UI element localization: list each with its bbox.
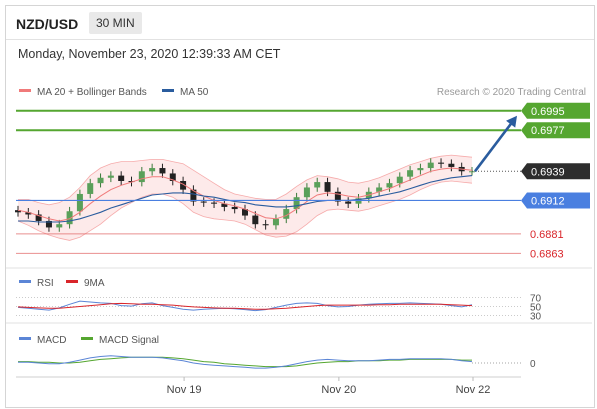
macd-panel: 0 xyxy=(18,355,536,370)
candle-body xyxy=(417,168,424,171)
candle-body xyxy=(334,191,341,202)
bollinger-upper-line xyxy=(18,154,473,206)
rsi-ma-line xyxy=(17,302,473,310)
candle-body xyxy=(427,162,434,169)
candle-body xyxy=(138,171,145,183)
rsi-ma-swatch xyxy=(66,280,78,283)
candle-body xyxy=(345,201,352,204)
resistance-value: 0.6995 xyxy=(531,106,565,118)
candle-body xyxy=(200,201,207,203)
chart-widget: NZD/USD 30 MIN Monday, November 23, 2020… xyxy=(5,5,595,408)
candle-body xyxy=(128,181,135,183)
ma20-line xyxy=(17,167,473,222)
macd-signal-legend-label: MACD Signal xyxy=(99,335,159,346)
chart-header: NZD/USD 30 MIN xyxy=(6,6,594,40)
rsi-swatch xyxy=(19,280,31,283)
last-price-tag xyxy=(521,163,590,180)
candle-body xyxy=(386,183,393,188)
rsi-tick-label: 70 xyxy=(530,294,542,305)
time-tick-label: Nov 20 xyxy=(321,384,356,396)
candle-body xyxy=(407,170,414,177)
candle-body xyxy=(211,202,218,204)
symbol-label: NZD/USD xyxy=(16,16,79,32)
candle-body xyxy=(303,187,310,198)
ma50-legend-label: MA 50 xyxy=(180,87,209,98)
candle-body xyxy=(56,224,63,228)
candle-body xyxy=(283,209,290,219)
ma50-line xyxy=(18,175,473,223)
candle-body xyxy=(324,182,331,192)
rsi-line xyxy=(17,300,473,312)
candle-body xyxy=(438,162,445,164)
candle-body xyxy=(242,209,248,216)
candle-body xyxy=(97,177,104,184)
candle-body xyxy=(448,163,455,167)
rsi-legend: RSI 9MA xyxy=(19,278,105,289)
candle-body xyxy=(76,193,83,212)
ma-bb-swatch xyxy=(19,89,31,92)
support-value: 0.6881 xyxy=(530,229,564,241)
resistance-tag xyxy=(521,102,590,119)
timeframe-badge[interactable]: 30 MIN xyxy=(89,12,142,34)
forecast-arrow xyxy=(473,115,517,173)
ma-bb-legend-label: MA 20 + Bollinger Bands xyxy=(37,87,147,98)
macd-line xyxy=(18,355,473,369)
time-tick-label: Nov 22 xyxy=(456,384,491,396)
pivot-value: 0.6912 xyxy=(531,195,565,207)
candle-body xyxy=(169,173,176,181)
candle-body xyxy=(107,175,114,178)
forecast-arrow-shaft xyxy=(473,121,514,173)
time-tick-label: Nov 19 xyxy=(167,384,202,396)
macd-tick-label: 0 xyxy=(530,359,536,370)
support-value: 0.6863 xyxy=(530,248,564,260)
pivot-tag xyxy=(521,192,590,209)
rsi-tick-label: 30 xyxy=(530,312,542,323)
candle-body xyxy=(35,214,42,221)
credit-label: Research © 2020 Trading Central xyxy=(437,87,586,98)
candle-body xyxy=(314,182,321,188)
time-ticks: Nov 19 Nov 20 Nov 22 xyxy=(167,377,491,396)
candle-body xyxy=(262,224,269,226)
macd-signal-line xyxy=(18,356,472,368)
resistance-value: 0.6977 xyxy=(531,125,565,137)
candle-body xyxy=(159,168,166,174)
candle-body xyxy=(252,215,259,225)
candle-body xyxy=(272,218,279,226)
macd-signal-swatch xyxy=(81,337,93,340)
candle-body xyxy=(396,176,403,184)
candle-body xyxy=(190,189,197,202)
candle-body xyxy=(231,206,238,210)
forecast-arrowhead xyxy=(506,115,517,128)
candle-body xyxy=(15,210,21,213)
candle-body xyxy=(25,212,32,215)
candle-body xyxy=(45,220,52,228)
candle-body xyxy=(87,183,94,194)
bollinger-band xyxy=(17,154,473,241)
ma50-swatch xyxy=(162,89,174,92)
candle-body xyxy=(376,187,383,192)
candle-body xyxy=(118,175,125,181)
last-price-value: 0.6939 xyxy=(531,166,565,178)
timestamp: Monday, November 23, 2020 12:39:33 AM CE… xyxy=(18,47,281,61)
candle-body xyxy=(149,168,156,172)
rsi-ma-legend-label: 9MA xyxy=(84,278,105,289)
bollinger-fill xyxy=(18,155,472,241)
macd-legend-label: MACD xyxy=(37,335,66,346)
rsi-tick-label: 50 xyxy=(530,303,542,314)
candle-body xyxy=(66,211,73,225)
price-legend: MA 20 + Bollinger Bands MA 50 Research ©… xyxy=(19,87,586,98)
moving-averages xyxy=(17,167,473,223)
macd-swatch xyxy=(19,337,31,340)
candle-body xyxy=(293,197,300,210)
candles xyxy=(15,158,475,232)
price-levels: 0.6995 0.6977 0.6939 0.6912 0.6881 0.6863 xyxy=(16,102,590,260)
resistance-tag xyxy=(521,122,590,139)
rsi-legend-label: RSI xyxy=(37,278,54,289)
candle-body xyxy=(221,203,228,207)
candle-body xyxy=(180,181,187,190)
macd-legend: MACD MACD Signal xyxy=(19,335,159,346)
